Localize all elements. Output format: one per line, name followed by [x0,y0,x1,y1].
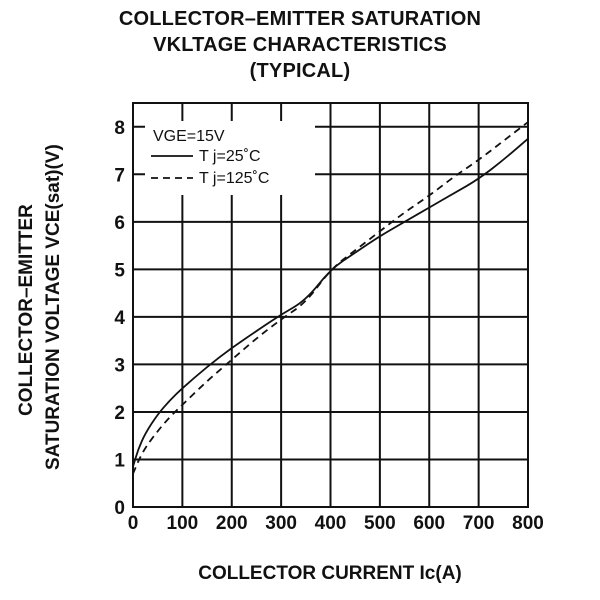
y-tick-label: 1 [114,450,125,471]
y-tick-label: 7 [114,165,125,186]
legend-background [145,121,315,195]
x-axis-label: COLLECTOR CURRENT Ic(A) [198,563,462,584]
chart-title-line-1: COLLECTOR–EMITTER SATURATION [118,8,482,30]
y-tick-label: 2 [114,403,125,424]
x-tick-label: 400 [315,513,347,534]
x-tick-label: 300 [265,513,297,534]
x-tick-label: 200 [216,513,248,534]
x-tick-label: 800 [512,513,544,534]
x-tick-label: 100 [167,513,199,534]
series-line-tj-125 [132,121,529,475]
y-tick-label: 0 [114,498,125,519]
y-tick-label: 3 [114,355,125,376]
legend-title: VGE=15V [153,128,225,145]
x-tick-label: 0 [128,513,139,534]
y-tick-label: 4 [114,308,125,329]
legend-label-tj-25: T j=25˚C [199,148,261,165]
y-tick-label: 5 [114,260,125,281]
chart-title-line-2: VKLTAGE CHARACTERISTICS [153,34,447,56]
x-tick-label: 600 [413,513,445,534]
chart-title-line-3: (TYPICAL) [249,60,351,82]
y-tick-label: 6 [114,213,125,234]
series-line-tj-25 [132,137,529,467]
y-tick-label: 8 [114,118,125,139]
legend-label-tj-125: T j=125˚C [199,170,269,187]
x-tick-label: 500 [364,513,396,534]
x-tick-label: 700 [463,513,495,534]
